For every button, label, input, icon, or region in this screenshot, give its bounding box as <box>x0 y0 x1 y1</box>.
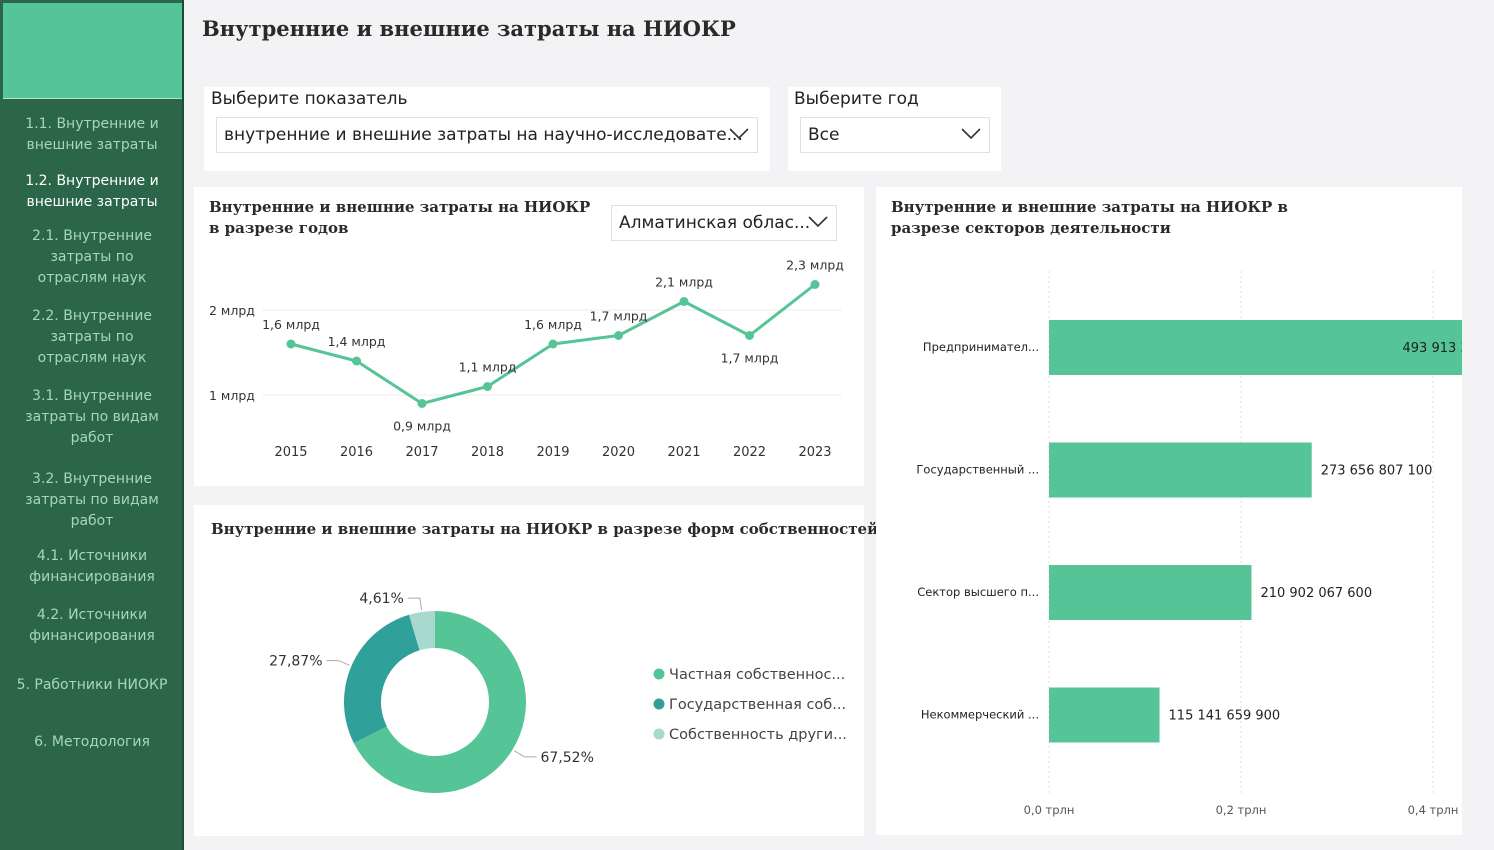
category-label: Предпринимател... <box>923 340 1039 354</box>
bar <box>1049 565 1252 620</box>
year-dropdown-value: Все <box>808 125 840 145</box>
data-label: 1,6 млрд <box>524 317 582 332</box>
bar <box>1049 687 1160 743</box>
data-label: 1,1 млрд <box>459 360 517 375</box>
leader-line <box>407 597 423 611</box>
sidebar-item-2-1[interactable]: 2.1. Внутренние затраты по отраслям наук <box>32 228 152 286</box>
bar-data-label: 115 141 659 900 <box>1169 709 1281 724</box>
page-title: Внутренние и внешние затраты на НИОКР <box>202 16 736 41</box>
sidebar-item-4-1[interactable]: 4.1. Источники финансирования <box>29 548 155 585</box>
chevron-down-icon <box>729 128 749 140</box>
bar <box>1049 442 1312 498</box>
category-label: Некоммерческий ... <box>921 708 1039 722</box>
sidebar-item-2-2[interactable]: 2.2. Внутренние затраты по отраслям наук <box>32 308 152 366</box>
data-point <box>810 280 820 289</box>
data-label: 0,9 млрд <box>393 419 451 434</box>
x-tick-label: 2022 <box>733 445 766 460</box>
data-point <box>417 399 427 408</box>
x-tick-label: 2016 <box>340 445 373 460</box>
sidebar-item-3-1[interactable]: 3.1. Внутренние затраты по видам работ <box>25 388 159 446</box>
indicator-dropdown-value: внутренние и внешние затраты на научно-и… <box>224 125 743 145</box>
data-point <box>352 356 361 366</box>
x-tick-label: 2020 <box>602 445 635 460</box>
year-slicer-card: Выберите год Все <box>788 87 1001 171</box>
year-slicer-label: Выберите год <box>794 89 919 109</box>
x-tick-label: 2017 <box>405 445 438 460</box>
legend-label: Собственность други... <box>669 727 847 743</box>
data-point <box>483 382 492 391</box>
x-tick-label: 2023 <box>798 445 831 460</box>
donut-chart: 67,52% 27,87% 4,61% Частная собственнос... Г… <box>269 591 847 793</box>
x-tick-label: 0,2 трлн <box>1216 803 1267 817</box>
data-label: 1,6 млрд <box>262 317 320 332</box>
year-dropdown[interactable]: Все <box>800 117 990 153</box>
data-point <box>679 297 689 306</box>
category-label: Сектор высшего п... <box>917 585 1039 599</box>
donut-data-label: 27,87% <box>269 654 322 670</box>
x-tick-label: 2021 <box>667 445 700 460</box>
sidebar-item-1-2[interactable]: 1.2. Внутренние и внешние затраты <box>25 173 159 210</box>
bar-data-label: 273 656 807 100 <box>1321 464 1433 479</box>
line-chart-title: Внутренние и внешние затраты на НИОКР в … <box>209 198 591 237</box>
legend-marker <box>653 668 665 680</box>
line-chart: 1 млрд 2 млрд 1,6 млрд 2015 1,4 млрд 2016 0,9 … <box>209 258 844 461</box>
data-label: 1,4 млрд <box>328 334 386 349</box>
chevron-down-icon <box>961 128 981 140</box>
data-point <box>548 339 558 349</box>
chevron-down-icon <box>808 216 828 228</box>
region-dropdown-value: Алматинская облас... <box>619 213 811 233</box>
sidebar-item-5[interactable]: 5. Работники НИОКР <box>16 677 168 693</box>
data-label: 1,7 млрд <box>721 351 779 366</box>
y-tick-label: 2 млрд <box>209 303 255 318</box>
region-dropdown[interactable]: Алматинская облас... <box>611 205 837 241</box>
sidebar-item-4-2[interactable]: 4.2. Источники финансирования <box>29 607 155 644</box>
legend-label: Государственная соб... <box>669 697 846 713</box>
legend-marker <box>653 728 665 740</box>
indicator-slicer-label: Выберите показатель <box>211 89 408 109</box>
indicator-slicer-card: Выберите показатель внутренние и внешние… <box>204 87 770 171</box>
x-tick-label: 0,4 трлн <box>1408 803 1459 817</box>
donut-data-label: 67,52% <box>540 750 593 766</box>
donut-slice <box>409 611 435 651</box>
x-tick-label: 2015 <box>274 445 307 460</box>
sidebar-item-6[interactable]: 6. Методология <box>34 734 150 750</box>
data-point <box>745 331 754 340</box>
sidebar: 1.1. Внутренние и внешние затраты 1.2. В… <box>0 0 184 850</box>
donut-chart-title: Внутренние и внешние затраты на НИОКР в … <box>211 520 879 538</box>
leader-line <box>514 750 537 758</box>
data-label: 2,1 млрд <box>655 275 713 290</box>
data-label: 1,7 млрд <box>590 309 648 324</box>
bar-data-label: 210 902 067 600 <box>1260 586 1372 601</box>
y-tick-label: 1 млрд <box>209 388 255 403</box>
bar-data-label: 493 913 354 700 <box>1403 341 1462 356</box>
sidebar-item-1-1[interactable]: 1.1. Внутренние и внешние затраты <box>25 116 159 153</box>
data-point <box>614 331 623 340</box>
data-label: 2,3 млрд <box>786 258 844 273</box>
bar-chart-title: Внутренние и внешние затраты на НИОКР в … <box>891 198 1288 237</box>
x-tick-label: 0,0 трлн <box>1024 803 1075 817</box>
legend-label: Частная собственнос... <box>669 667 845 683</box>
donut-data-label: 4,61% <box>359 591 403 607</box>
indicator-dropdown[interactable]: внутренние и внешние затраты на научно-и… <box>216 117 758 153</box>
x-tick-label: 2019 <box>536 445 569 460</box>
donut-slice <box>353 611 526 793</box>
donut-chart-card: Внутренние и внешние затраты на НИОКР в … <box>194 505 879 836</box>
line-chart-card: Внутренние и внешние затраты на НИОКР в … <box>194 187 864 486</box>
category-label: Государственный ... <box>916 463 1039 477</box>
legend-marker <box>653 698 665 710</box>
bar-chart-card: Внутренние и внешние затраты на НИОКР в … <box>876 187 1462 835</box>
data-point <box>286 339 296 349</box>
leader-line <box>326 660 350 666</box>
donut-slice <box>344 614 420 744</box>
x-tick-label: 2018 <box>471 445 504 460</box>
sidebar-item-3-2[interactable]: 3.2. Внутренние затраты по видам работ <box>25 471 159 529</box>
logo-area <box>3 3 182 99</box>
bar <box>1049 320 1462 375</box>
